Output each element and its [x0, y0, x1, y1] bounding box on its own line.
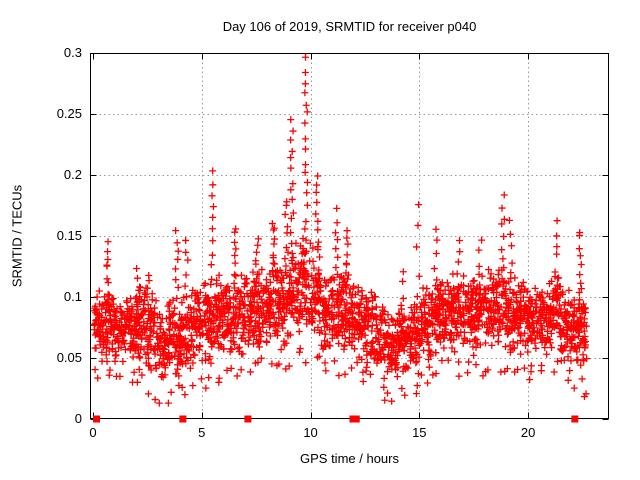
y-tick-label: 0.25: [56, 106, 82, 121]
x-tick-label: 20: [520, 425, 536, 440]
x-tick-label: 15: [412, 425, 427, 440]
y-tick-label: 0.05: [56, 350, 82, 365]
y-tick-label: 0: [74, 411, 82, 426]
y-tick-label: 0.1: [63, 289, 82, 304]
x-tick-label: 0: [89, 425, 97, 440]
chart-title: Day 106 of 2019, SRMTID for receiver p04…: [222, 19, 477, 34]
x-tick-label: 5: [198, 425, 206, 440]
x-axis-label: GPS time / hours: [300, 451, 399, 466]
y-axis-label: SRMTID / TECUs: [9, 184, 25, 288]
y-tick-label: 0.3: [63, 45, 82, 60]
y-tick-label: 0.2: [63, 167, 82, 182]
y-tick-label: 0.15: [56, 228, 82, 243]
x-tick-label: 10: [303, 425, 318, 440]
